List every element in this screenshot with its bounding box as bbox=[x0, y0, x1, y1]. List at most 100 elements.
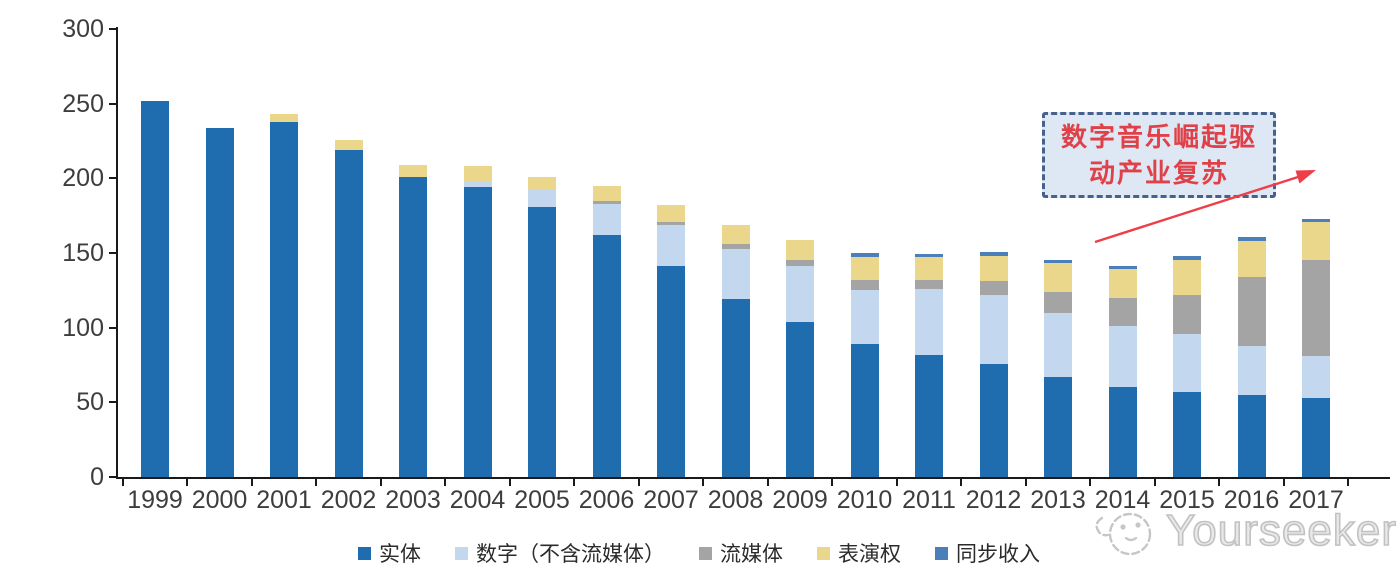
x-tick-label: 2002 bbox=[320, 486, 377, 514]
annotation-callout: 数字音乐崛起驱 动产业复苏 bbox=[1042, 112, 1276, 198]
bar-segment-2005-数字（不含流媒体） bbox=[528, 190, 556, 207]
bar-segment-2003-实体 bbox=[399, 176, 427, 477]
y-tick-mark bbox=[109, 326, 118, 329]
bar-segment-2009-数字（不含流媒体） bbox=[786, 266, 814, 322]
legend-item-同步收入: 同步收入 bbox=[935, 538, 1040, 568]
bar-segment-2014-同步收入 bbox=[1108, 266, 1137, 270]
bar-segment-2009-实体 bbox=[786, 321, 814, 477]
bar-segment-2016-实体 bbox=[1237, 394, 1266, 477]
bar-segment-2007-表演权 bbox=[657, 205, 685, 222]
bar-segment-2013-实体 bbox=[1044, 376, 1072, 477]
bar-segment-2014-流媒体 bbox=[1108, 297, 1137, 327]
bar-segment-2001-表演权 bbox=[270, 114, 298, 122]
bar-segment-2017-实体 bbox=[1302, 397, 1330, 477]
x-tick-mark bbox=[573, 477, 576, 486]
bar-segment-2006-表演权 bbox=[592, 185, 621, 201]
legend-swatch-icon bbox=[817, 546, 830, 560]
bar-segment-2010-同步收入 bbox=[850, 253, 879, 258]
bar-segment-2010-实体 bbox=[850, 344, 879, 477]
x-tick-mark bbox=[960, 477, 963, 486]
bar-segment-2008-数字（不含流媒体） bbox=[721, 248, 750, 300]
legend-swatch-icon bbox=[935, 546, 948, 560]
y-tick-label: 300 bbox=[62, 15, 104, 43]
x-tick-label: 2000 bbox=[191, 486, 248, 514]
bar-segment-2016-同步收入 bbox=[1237, 236, 1266, 242]
x-tick-mark bbox=[831, 477, 834, 486]
x-tick-mark bbox=[1024, 477, 1027, 486]
bar-segment-2002-实体 bbox=[334, 149, 363, 477]
x-tick-mark bbox=[1282, 477, 1285, 486]
x-tick-mark bbox=[895, 477, 898, 486]
bar-segment-2012-流媒体 bbox=[979, 281, 1008, 295]
bar-segment-2016-表演权 bbox=[1237, 241, 1266, 277]
legend-label: 同步收入 bbox=[956, 543, 1040, 566]
x-tick-label: 2011 bbox=[902, 486, 956, 514]
x-tick-label: 2006 bbox=[578, 486, 635, 514]
annotation-text-line1: 数字音乐崛起驱 bbox=[1060, 122, 1257, 152]
legend-label: 流媒体 bbox=[720, 543, 783, 566]
x-tick-label: 2013 bbox=[1030, 486, 1086, 514]
bar-segment-2015-表演权 bbox=[1173, 260, 1201, 295]
bar-segment-2005-实体 bbox=[528, 206, 556, 477]
bar-segment-2015-流媒体 bbox=[1173, 294, 1201, 334]
bar-segment-2006-数字（不含流媒体） bbox=[592, 203, 621, 236]
bar-segment-2004-表演权 bbox=[463, 166, 492, 182]
legend-swatch-icon bbox=[358, 546, 371, 560]
x-tick-mark bbox=[1089, 477, 1092, 486]
x-tick-label: 2010 bbox=[836, 486, 893, 514]
bar-segment-2009-流媒体 bbox=[786, 260, 814, 267]
bar-segment-2015-实体 bbox=[1173, 391, 1201, 477]
x-tick-label: 1999 bbox=[127, 486, 183, 514]
legend-swatch-icon bbox=[699, 546, 712, 560]
x-tick-mark bbox=[186, 477, 189, 486]
x-tick-label: 2008 bbox=[707, 486, 764, 514]
bar-segment-2014-数字（不含流媒体） bbox=[1108, 326, 1137, 388]
legend: 实体 数字（不含流媒体） 流媒体 表演权 同步收入 bbox=[0, 536, 1398, 570]
bar-segment-2017-流媒体 bbox=[1302, 260, 1330, 357]
bar-segment-2007-实体 bbox=[657, 266, 685, 477]
x-tick-mark bbox=[766, 477, 769, 486]
legend-label: 实体 bbox=[379, 543, 421, 566]
x-tick-mark bbox=[121, 477, 124, 486]
x-tick-label: 2015 bbox=[1159, 486, 1215, 514]
legend-swatch-icon bbox=[455, 546, 468, 560]
bar-segment-2010-表演权 bbox=[850, 257, 879, 280]
bar-segment-2013-数字（不含流媒体） bbox=[1044, 312, 1072, 377]
bar-segment-2012-实体 bbox=[979, 363, 1008, 477]
legend-item-表演权: 表演权 bbox=[817, 538, 901, 568]
bar-segment-2005-表演权 bbox=[528, 176, 556, 191]
bar-segment-2011-同步收入 bbox=[915, 254, 943, 258]
bar-segment-2006-流媒体 bbox=[592, 200, 621, 204]
y-axis-line bbox=[116, 27, 118, 479]
bar-segment-2003-表演权 bbox=[399, 164, 427, 177]
bar-segment-1999-实体 bbox=[141, 100, 169, 477]
bar-segment-2012-数字（不含流媒体） bbox=[979, 294, 1008, 364]
x-tick-mark bbox=[379, 477, 382, 486]
x-tick-mark bbox=[315, 477, 318, 486]
bar-segment-2015-数字（不含流媒体） bbox=[1173, 333, 1201, 392]
x-tick-mark bbox=[1218, 477, 1221, 486]
x-tick-label: 2004 bbox=[449, 486, 506, 514]
x-tick-mark bbox=[702, 477, 705, 486]
bar-segment-2006-实体 bbox=[592, 235, 621, 477]
annotation-arrow bbox=[1094, 170, 1316, 244]
bar-segment-2017-同步收入 bbox=[1302, 218, 1330, 222]
bar-segment-2017-表演权 bbox=[1302, 221, 1330, 261]
x-tick-label: 2001 bbox=[256, 486, 312, 514]
x-tick-label: 2017 bbox=[1288, 486, 1344, 514]
x-tick-label: 2007 bbox=[643, 486, 699, 514]
bar-segment-2000-实体 bbox=[205, 127, 234, 477]
bar-segment-2009-表演权 bbox=[786, 239, 814, 261]
bar-segment-2008-实体 bbox=[721, 299, 750, 477]
bar-segment-2008-表演权 bbox=[721, 224, 750, 245]
bar-segment-2016-流媒体 bbox=[1237, 276, 1266, 346]
y-tick-label: 100 bbox=[62, 313, 104, 342]
x-tick-label: 2016 bbox=[1223, 486, 1280, 514]
x-tick-mark bbox=[508, 477, 511, 486]
bar-segment-2011-流媒体 bbox=[915, 279, 943, 289]
bar-segment-2013-流媒体 bbox=[1044, 291, 1072, 313]
bar-segment-2004-数字（不含流媒体） bbox=[463, 181, 492, 188]
y-tick-label: 200 bbox=[62, 164, 104, 193]
bar-segment-2012-同步收入 bbox=[979, 251, 1008, 256]
